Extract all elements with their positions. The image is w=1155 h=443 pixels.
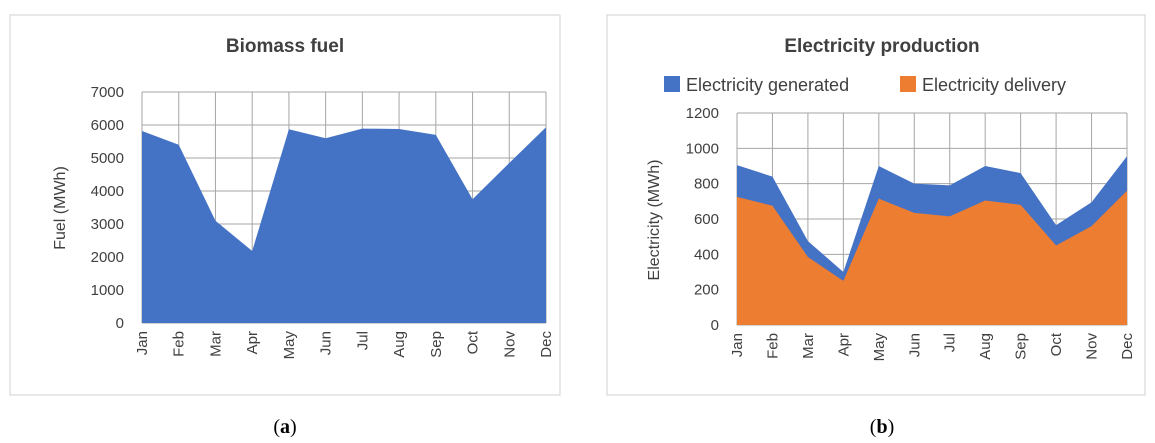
x-tick-jan: Jan: [729, 333, 746, 357]
x-tick-aug: Aug: [977, 333, 994, 360]
legend-swatch-electricity-delivery: [900, 76, 916, 92]
x-tick-dec: Dec: [1119, 333, 1136, 360]
chart-b-y-tick-labels: 0 200 400 600 800 1000 1200: [686, 105, 719, 334]
x-tick-aug: Aug: [391, 331, 408, 358]
x-tick-may: May: [871, 333, 888, 362]
chart-a-y-axis-title: Fuel (MWh): [52, 166, 69, 250]
chart-panel-biomass-fuel: Biomass fuel 0 1000 2000 3000 4000 5000 6000 70…: [9, 14, 561, 396]
x-tick-feb: Feb: [764, 333, 781, 359]
x-tick-dec: Dec: [538, 331, 555, 358]
y-tick-1000: 1000: [686, 140, 719, 157]
x-tick-oct: Oct: [1048, 332, 1065, 356]
x-tick-mar: Mar: [207, 331, 224, 357]
y-tick-0: 0: [116, 315, 124, 332]
x-tick-may: May: [281, 331, 298, 360]
legend-label-electricity-delivery: Electricity delivery: [922, 75, 1066, 95]
chart-b-title: Electricity production: [784, 36, 979, 57]
chart-a-x-tick-labels: Jan Feb Mar Apr May Jun Jul Aug Sep Oct Nov Dec: [134, 330, 555, 359]
y-tick-7000: 7000: [91, 84, 124, 101]
y-tick-1000: 1000: [91, 282, 124, 299]
x-tick-nov: Nov: [501, 331, 518, 358]
chart-a-areas: [141, 127, 547, 323]
x-tick-apr: Apr: [835, 333, 852, 356]
chart-b-legend: Electricity generated Electricity delive…: [664, 75, 1066, 95]
x-tick-mar: Mar: [800, 333, 817, 359]
x-tick-oct: Oct: [465, 330, 482, 354]
y-tick-1200: 1200: [686, 105, 719, 122]
legend-label-electricity-generated: Electricity generated: [686, 75, 849, 95]
y-tick-600: 600: [694, 211, 719, 228]
y-tick-3000: 3000: [91, 216, 124, 233]
chart-b-x-tick-labels: Jan Feb Mar Apr May Jun Jul Aug Sep Oct Nov Dec: [729, 332, 1136, 361]
legend-swatch-electricity-generated: [664, 76, 680, 92]
y-tick-200: 200: [694, 282, 719, 299]
y-tick-2000: 2000: [91, 249, 124, 266]
y-tick-400: 400: [694, 246, 719, 263]
y-tick-4000: 4000: [91, 183, 124, 200]
x-tick-jan: Jan: [134, 331, 151, 355]
area-series-0: [142, 127, 546, 323]
x-tick-jun: Jun: [318, 331, 335, 355]
x-tick-jun: Jun: [906, 333, 923, 357]
caption-a: (a): [273, 416, 296, 438]
x-tick-apr: Apr: [244, 331, 261, 354]
y-tick-800: 800: [694, 176, 719, 193]
chart-panel-electricity-production: Electricity production Electricity gener…: [606, 14, 1146, 396]
chart-b-y-axis-title: Electricity (MWh): [646, 160, 663, 281]
x-tick-feb: Feb: [171, 331, 188, 357]
chart-b-areas: [736, 156, 1128, 325]
chart-a-title: Biomass fuel: [226, 36, 344, 57]
x-tick-sep: Sep: [428, 331, 445, 358]
y-tick-6000: 6000: [91, 117, 124, 134]
x-tick-sep: Sep: [1013, 333, 1030, 360]
x-tick-nov: Nov: [1084, 333, 1101, 360]
x-tick-jul: Jul: [942, 333, 959, 352]
x-tick-jul: Jul: [354, 331, 371, 350]
caption-b: (b): [870, 416, 894, 438]
chart-a-y-tick-labels: 0 1000 2000 3000 4000 5000 6000 7000: [91, 84, 124, 332]
y-tick-0: 0: [711, 317, 719, 334]
y-tick-5000: 5000: [91, 150, 124, 167]
area-electricity-delivery: [737, 190, 1127, 325]
